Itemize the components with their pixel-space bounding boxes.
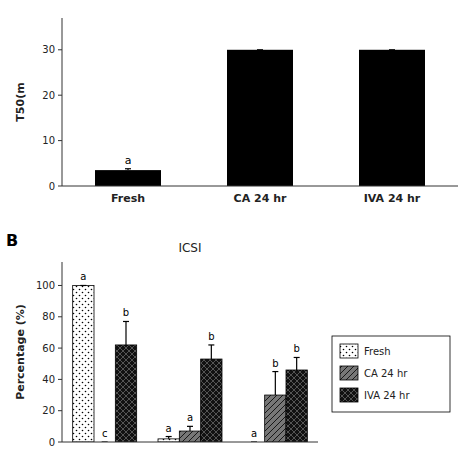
y-tick-label: 100 [36,280,55,291]
letter-label: b [208,331,214,342]
bar [179,431,200,442]
y-tick [58,379,62,380]
bar [115,345,136,442]
legend-frame [332,336,450,412]
letter-label: a [187,412,193,423]
y-axis-label: Percentage (%) [14,304,27,400]
legend-label: IVA 24 hr [364,390,410,401]
error-cap [187,426,193,427]
error-bar [389,49,395,50]
error-line [275,372,276,395]
legend: Fresh CA 24 hr IVA 24 hr [332,336,450,412]
labels: a [125,154,132,167]
y-tick-label: 10 [42,135,55,146]
legend-label: Fresh [364,346,391,357]
annotation: a [125,154,132,167]
error-line [125,321,126,344]
error-bar [123,321,129,344]
y-tick-label: 40 [42,374,55,385]
title: ICSI [178,241,201,255]
bar [201,359,222,442]
error-bar [187,426,193,431]
y-tick [58,442,62,443]
y-tick-label: 60 [42,343,55,354]
panel-label: B [6,231,18,250]
y-tick [58,95,62,96]
error-cap [208,344,214,345]
y-tick [58,316,62,317]
y-tick [58,186,62,187]
y-tick-label: 0 [49,181,55,192]
chart: a a a c a b b b b 0 20 40 60 80 100 Percentage (%) ICSI B… [6,231,450,448]
bar [227,50,293,186]
x-axis [62,186,458,187]
error-cap [389,49,395,50]
error-bar [257,49,263,50]
legend-swatch [340,388,358,402]
error-cap [123,321,129,322]
error-line [211,345,212,359]
letter-label: a [80,271,86,282]
plot-area [73,285,308,442]
labels: a a a c a b b b b [80,271,300,439]
chart: a 0 10 20 30 Fresh CA 24 hr IVA 24 hr T50(m [14,18,458,205]
error-bar [166,437,172,439]
plot-area [95,50,425,186]
bar [265,395,286,442]
error-bar [125,169,131,170]
letter-label: a [166,423,172,434]
y-tick-label: 80 [42,311,55,322]
y-tick [58,285,62,286]
y-axis [62,262,63,442]
error-bar [80,285,86,286]
error-cap [294,357,300,358]
error-line [189,426,190,431]
bar [286,370,307,442]
x-tick-label: CA 24 hr [234,192,287,205]
x-tick-label: Fresh [111,192,145,205]
y-axis [62,18,63,186]
y-tick-label: 0 [49,437,55,448]
letter-label: b [272,358,278,369]
y-tick [58,348,62,349]
error-cap [125,168,131,169]
x-tick-label: IVA 24 hr [364,192,421,205]
x-axis [62,442,318,443]
letter-label: b [123,307,129,318]
legend-swatch [340,366,358,380]
error-cap [166,436,172,437]
letter-label: c [102,428,108,439]
error-bar [208,345,214,359]
error-bar [294,357,300,370]
y-tick [58,49,62,50]
y-axis-label: T50(m [14,82,27,121]
error-bar [272,372,278,395]
error-cap [257,49,263,50]
bar [359,50,425,186]
letter-label: b [293,343,299,354]
y-tick [58,140,62,141]
bar [95,170,161,186]
legend-label: CA 24 hr [364,368,408,379]
error-cap [272,371,278,372]
error-line [296,357,297,370]
letter-label: a [251,428,257,439]
error-cap [80,285,86,286]
y-tick-label: 20 [42,90,55,101]
y-tick-label: 20 [42,405,55,416]
legend-swatch [340,344,358,358]
bar [73,285,94,442]
y-tick-label: 30 [42,44,55,55]
chart-canvas: a0102030FreshCA 24 hrIVA 24 hrT50(maaaca… [0,0,474,474]
y-tick [58,410,62,411]
